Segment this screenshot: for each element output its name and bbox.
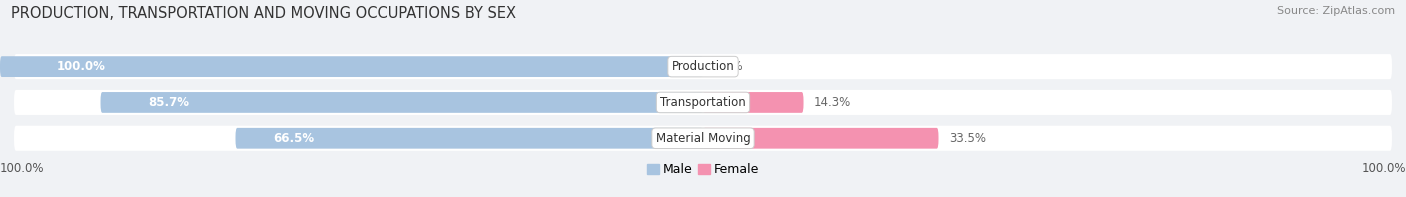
FancyBboxPatch shape bbox=[14, 54, 1392, 79]
FancyBboxPatch shape bbox=[14, 90, 1392, 115]
Text: 100.0%: 100.0% bbox=[56, 60, 105, 73]
Text: 100.0%: 100.0% bbox=[1361, 162, 1406, 175]
FancyBboxPatch shape bbox=[14, 126, 1392, 151]
FancyBboxPatch shape bbox=[101, 92, 703, 113]
Text: 0.0%: 0.0% bbox=[714, 60, 744, 73]
Text: Source: ZipAtlas.com: Source: ZipAtlas.com bbox=[1277, 6, 1395, 16]
Text: 85.7%: 85.7% bbox=[149, 96, 190, 109]
FancyBboxPatch shape bbox=[0, 56, 703, 77]
Text: 100.0%: 100.0% bbox=[0, 162, 45, 175]
Text: PRODUCTION, TRANSPORTATION AND MOVING OCCUPATIONS BY SEX: PRODUCTION, TRANSPORTATION AND MOVING OC… bbox=[11, 6, 516, 21]
Text: Material Moving: Material Moving bbox=[655, 132, 751, 145]
Text: 33.5%: 33.5% bbox=[949, 132, 986, 145]
Legend: Male, Female: Male, Female bbox=[641, 158, 765, 181]
FancyBboxPatch shape bbox=[236, 128, 703, 149]
Text: 14.3%: 14.3% bbox=[814, 96, 851, 109]
Text: Production: Production bbox=[672, 60, 734, 73]
Text: 66.5%: 66.5% bbox=[273, 132, 314, 145]
Text: Transportation: Transportation bbox=[661, 96, 745, 109]
FancyBboxPatch shape bbox=[703, 128, 939, 149]
FancyBboxPatch shape bbox=[703, 92, 804, 113]
